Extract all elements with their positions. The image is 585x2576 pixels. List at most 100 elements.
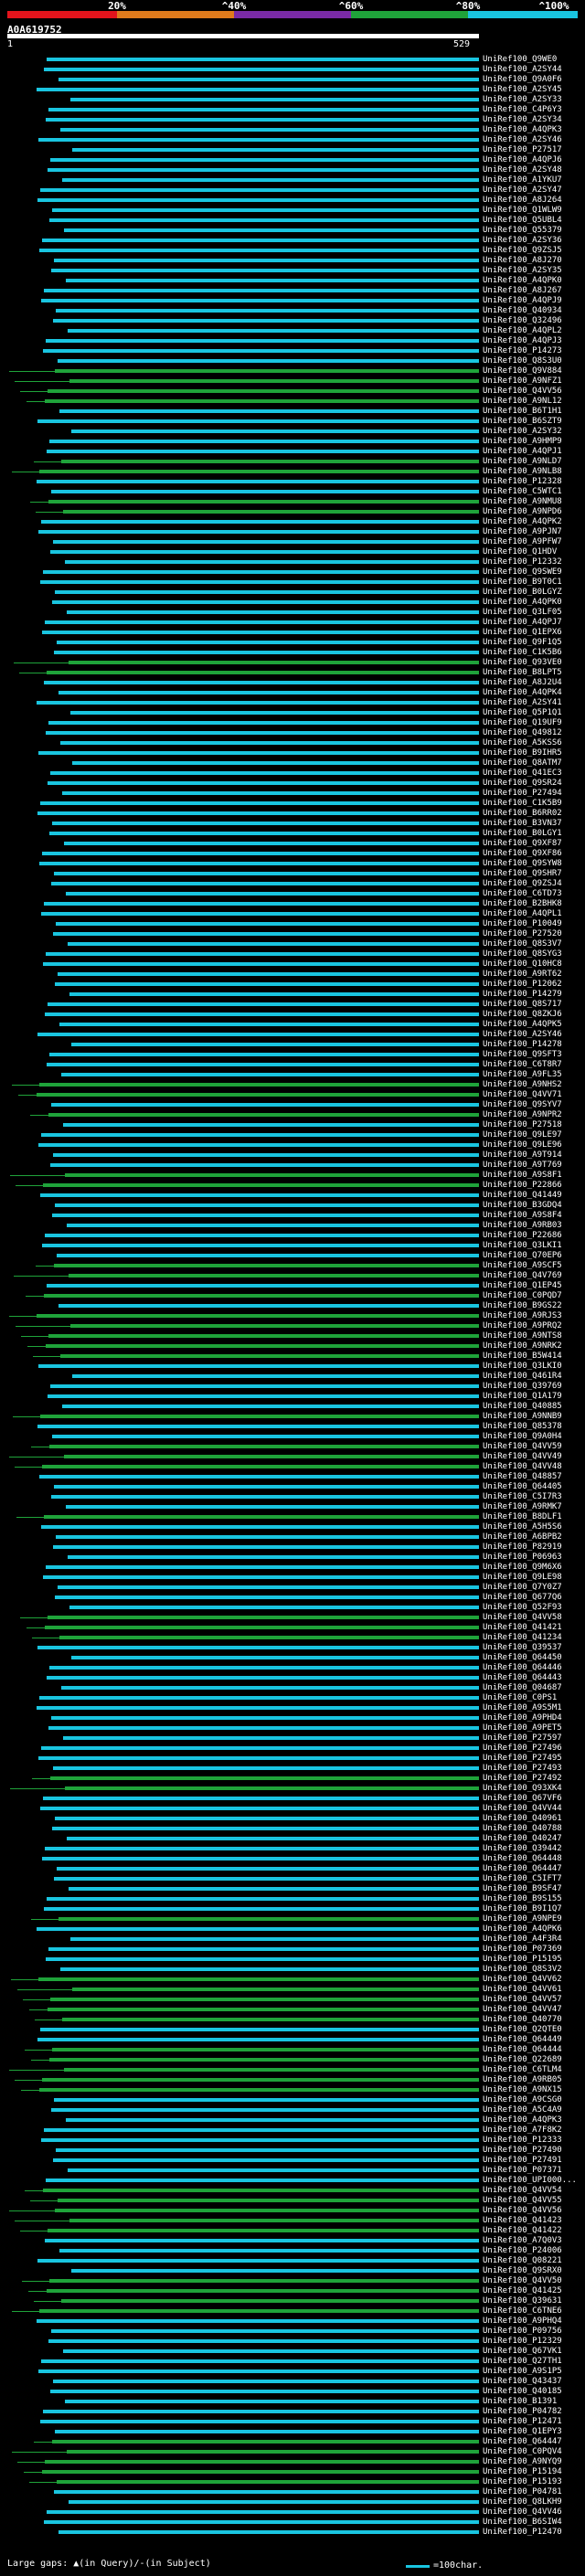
hit-label[interactable]: UniRef100_Q41234 xyxy=(483,1633,562,1642)
hit-row[interactable]: UniRef100_Q9XF86 xyxy=(0,849,585,859)
hit-row[interactable]: UniRef100_A9PJN7 xyxy=(0,527,585,537)
hit-row[interactable]: UniRef100_A9HMP9 xyxy=(0,437,585,447)
hit-row[interactable]: UniRef100_Q4VV47 xyxy=(0,2005,585,2015)
hit-label[interactable]: UniRef100_P27520 xyxy=(483,929,562,938)
hit-row[interactable]: UniRef100_Q4VV71 xyxy=(0,1090,585,1100)
hit-row[interactable]: UniRef100_Q1EP45 xyxy=(0,1281,585,1291)
hit-label[interactable]: UniRef100_A2SY46 xyxy=(483,1030,562,1039)
hit-label[interactable]: UniRef100_A8J267 xyxy=(483,286,562,295)
hit-label[interactable]: UniRef100_B3GDQ4 xyxy=(483,1201,562,1210)
hit-row[interactable]: UniRef100_P12470 xyxy=(0,2528,585,2538)
hit-label[interactable]: UniRef100_A9SCF5 xyxy=(483,1261,562,1270)
hit-label[interactable]: UniRef100_Q64448 xyxy=(483,1854,562,1863)
hit-label[interactable]: UniRef100_A4QPK2 xyxy=(483,517,562,526)
hit-label[interactable]: UniRef100_B0LGY1 xyxy=(483,829,562,838)
hit-label[interactable]: UniRef100_A9NTS8 xyxy=(483,1331,562,1341)
hit-row[interactable]: UniRef100_B9IHR5 xyxy=(0,748,585,758)
hit-row[interactable]: UniRef100_Q08221 xyxy=(0,2256,585,2266)
hit-label[interactable]: UniRef100_Q4VV59 xyxy=(483,1442,562,1451)
hit-label[interactable]: UniRef100_A9NLB8 xyxy=(483,467,562,476)
hit-row[interactable]: UniRef100_P24006 xyxy=(0,2246,585,2256)
hit-row[interactable]: UniRef100_A9NRK2 xyxy=(0,1341,585,1352)
hit-label[interactable]: UniRef100_A9T769 xyxy=(483,1161,562,1170)
hit-label[interactable]: UniRef100_A9NHS2 xyxy=(483,1080,562,1089)
hit-row[interactable]: UniRef100_Q41234 xyxy=(0,1633,585,1643)
hit-label[interactable]: UniRef100_Q9XF87 xyxy=(483,839,562,848)
hit-row[interactable]: UniRef100_A9NNB9 xyxy=(0,1412,585,1422)
hit-row[interactable]: UniRef100_C0PQV4 xyxy=(0,2447,585,2457)
hit-row[interactable]: UniRef100_P04782 xyxy=(0,2407,585,2417)
hit-label[interactable]: UniRef100_A1YKU7 xyxy=(483,175,562,185)
hit-label[interactable]: UniRef100_P27492 xyxy=(483,1774,562,1783)
hit-row[interactable]: UniRef100_A2SY34 xyxy=(0,115,585,125)
hit-label[interactable]: UniRef100_A9PRQ2 xyxy=(483,1321,562,1330)
hit-label[interactable]: UniRef100_Q9V884 xyxy=(483,366,562,376)
hit-label[interactable]: UniRef100_Q3LF05 xyxy=(483,608,562,617)
hit-label[interactable]: UniRef100_P06963 xyxy=(483,1553,562,1562)
hit-label[interactable]: UniRef100_Q4VV62 xyxy=(483,1975,562,1984)
hit-label[interactable]: UniRef100_Q4VV46 xyxy=(483,2507,562,2517)
hit-row[interactable]: UniRef100_Q93VE0 xyxy=(0,658,585,668)
hit-row[interactable]: UniRef100_Q8S3U0 xyxy=(0,356,585,366)
hit-label[interactable]: UniRef100_P15195 xyxy=(483,1955,562,1964)
hit-label[interactable]: UniRef100_Q9SR24 xyxy=(483,779,562,788)
hit-label[interactable]: UniRef100_C6TLM4 xyxy=(483,2065,562,2074)
hit-row[interactable]: UniRef100_A4QPK0 xyxy=(0,598,585,608)
hit-label[interactable]: UniRef100_Q9ZSJ5 xyxy=(483,246,562,255)
hit-row[interactable]: UniRef100_A5H5S6 xyxy=(0,1522,585,1532)
hit-row[interactable]: UniRef100_A6BPB2 xyxy=(0,1532,585,1542)
hit-label[interactable]: UniRef100_Q22689 xyxy=(483,2055,562,2064)
hit-row[interactable]: UniRef100_Q41425 xyxy=(0,2286,585,2296)
hit-row[interactable]: UniRef100_Q40788 xyxy=(0,1824,585,1834)
hit-row[interactable]: UniRef100_P12332 xyxy=(0,557,585,567)
hit-row[interactable]: UniRef100_A9NHS2 xyxy=(0,1080,585,1090)
hit-label[interactable]: UniRef100_A9RJS3 xyxy=(483,1311,562,1320)
hit-row[interactable]: UniRef100_C0PQD7 xyxy=(0,1291,585,1301)
hit-row[interactable]: UniRef100_P15193 xyxy=(0,2477,585,2487)
hit-row[interactable]: UniRef100_A9PHD4 xyxy=(0,1713,585,1723)
hit-row[interactable]: UniRef100_P27520 xyxy=(0,929,585,939)
hit-row[interactable]: UniRef100_A9RMK7 xyxy=(0,1502,585,1512)
hit-label[interactable]: UniRef100_P12470 xyxy=(483,2528,562,2537)
hit-label[interactable]: UniRef100_A2SY46 xyxy=(483,135,562,144)
hit-label[interactable]: UniRef100_Q3LKI1 xyxy=(483,1241,562,1250)
hit-row[interactable]: UniRef100_Q27TH1 xyxy=(0,2357,585,2367)
hit-label[interactable]: UniRef100_B9SF47 xyxy=(483,1884,562,1893)
hit-label[interactable]: UniRef100_Q32496 xyxy=(483,316,562,325)
hit-label[interactable]: UniRef100_Q41EC3 xyxy=(483,769,562,778)
hit-row[interactable]: UniRef100_P10049 xyxy=(0,919,585,929)
hit-label[interactable]: UniRef100_Q40185 xyxy=(483,2387,562,2396)
hit-row[interactable]: UniRef100_A2SY36 xyxy=(0,236,585,246)
hit-row[interactable]: UniRef100_Q4VV57 xyxy=(0,1995,585,2005)
hit-label[interactable]: UniRef100_P82919 xyxy=(483,1542,562,1552)
hit-row[interactable]: UniRef100_Q1A179 xyxy=(0,1392,585,1402)
hit-label[interactable]: UniRef100_Q9LE97 xyxy=(483,1130,562,1140)
hit-label[interactable]: UniRef100_B9GS22 xyxy=(483,1301,562,1310)
hit-row[interactable]: UniRef100_P12062 xyxy=(0,980,585,990)
hit-row[interactable]: UniRef100_A4QPL1 xyxy=(0,909,585,919)
hit-label[interactable]: UniRef100_P12333 xyxy=(483,2136,562,2145)
hit-row[interactable]: UniRef100_P27518 xyxy=(0,1120,585,1130)
hit-row[interactable]: UniRef100_A9NFZ1 xyxy=(0,376,585,387)
hit-row[interactable]: UniRef100_P27495 xyxy=(0,1754,585,1764)
hit-row[interactable]: UniRef100_Q64405 xyxy=(0,1482,585,1492)
hit-row[interactable]: UniRef100_Q9SYW8 xyxy=(0,859,585,869)
hit-label[interactable]: UniRef100_Q9SHR7 xyxy=(483,869,562,878)
hit-label[interactable]: UniRef100_Q52F93 xyxy=(483,1603,562,1612)
hit-label[interactable]: UniRef100_Q67VF6 xyxy=(483,1794,562,1803)
hit-row[interactable]: UniRef100_Q677Q6 xyxy=(0,1593,585,1603)
hit-label[interactable]: UniRef100_B9T0C1 xyxy=(483,578,562,587)
hit-label[interactable]: UniRef100_Q1EP45 xyxy=(483,1281,562,1290)
hit-label[interactable]: UniRef100_P27493 xyxy=(483,1764,562,1773)
hit-label[interactable]: UniRef100_A4QPK6 xyxy=(483,1924,562,1934)
hit-label[interactable]: UniRef100_B8DLF1 xyxy=(483,1512,562,1521)
hit-row[interactable]: UniRef100_P22866 xyxy=(0,1181,585,1191)
hit-label[interactable]: UniRef100_Q49812 xyxy=(483,728,562,737)
hit-label[interactable]: UniRef100_Q40934 xyxy=(483,306,562,315)
hit-label[interactable]: UniRef100_Q9XF86 xyxy=(483,849,562,858)
hit-label[interactable]: UniRef100_Q8ZKJ6 xyxy=(483,1010,562,1019)
hit-label[interactable]: UniRef100_A9RB05 xyxy=(483,2075,562,2084)
hit-label[interactable]: UniRef100_A9S8F4 xyxy=(483,1211,562,1220)
hit-label[interactable]: UniRef100_A4QPJ1 xyxy=(483,447,562,456)
hit-label[interactable]: UniRef100_A9NFZ1 xyxy=(483,376,562,386)
